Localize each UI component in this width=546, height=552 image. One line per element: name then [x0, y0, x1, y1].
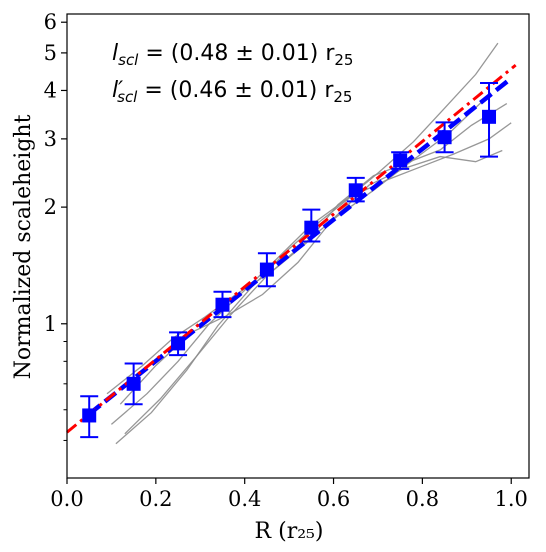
y-tick-label: 5: [44, 41, 57, 65]
x-tick-label: 0.4: [228, 487, 261, 511]
x-axis-label: R (r₂₅): [255, 519, 324, 544]
profile-line-5: [124, 98, 486, 435]
point-marker: [482, 109, 497, 124]
binned-point-4: [213, 290, 232, 319]
point-marker: [82, 408, 97, 423]
y-tick-label: 6: [44, 10, 57, 34]
annotation-line-2: l′scl = (0.46 ± 0.01) r25: [112, 78, 352, 106]
binned-point-8: [391, 151, 410, 170]
y-tick-label: 3: [44, 127, 57, 151]
point-marker: [393, 153, 408, 168]
binned-points: [80, 82, 499, 439]
x-tick-label: 1.0: [495, 487, 528, 511]
annotation-line-1: lscl = (0.48 ± 0.01) r25: [112, 41, 353, 69]
plot-frame: [66, 13, 530, 479]
fit-line-dashdot: [66, 63, 517, 434]
profile-line-4: [119, 149, 503, 405]
point-marker: [304, 220, 319, 235]
x-tick-label: 0.6: [317, 487, 350, 511]
y-axis-label: Normalized scaleheight: [11, 114, 36, 379]
point-marker: [259, 262, 274, 277]
binned-point-6: [302, 208, 321, 243]
binned-point-2: [124, 362, 143, 406]
point-marker: [215, 297, 230, 312]
x-tick-label: 0.2: [139, 487, 172, 511]
x-tick-label: 0.0: [50, 487, 83, 511]
x-axis-ticks: 0.0 0.2 0.4 0.6 0.8 1.0: [50, 478, 528, 511]
point-marker: [437, 130, 452, 145]
point-marker: [348, 183, 363, 198]
x-tick-label: 0.8: [406, 487, 439, 511]
y-tick-label: 1: [44, 312, 57, 336]
binned-point-9: [435, 121, 454, 154]
y-axis-ticks: 1 2 3 4 5 6: [44, 10, 67, 441]
point-marker: [171, 336, 186, 351]
y-tick-label: 4: [44, 78, 57, 102]
profile-line-3: [115, 122, 512, 445]
binned-point-10: [480, 82, 499, 158]
binned-point-5: [257, 252, 276, 288]
profile-lines: [106, 42, 512, 445]
binned-point-7: [346, 176, 365, 203]
y-tick-label: 2: [44, 195, 57, 219]
point-marker: [126, 376, 141, 391]
binned-point-1: [80, 395, 99, 439]
binned-point-3: [169, 331, 188, 357]
